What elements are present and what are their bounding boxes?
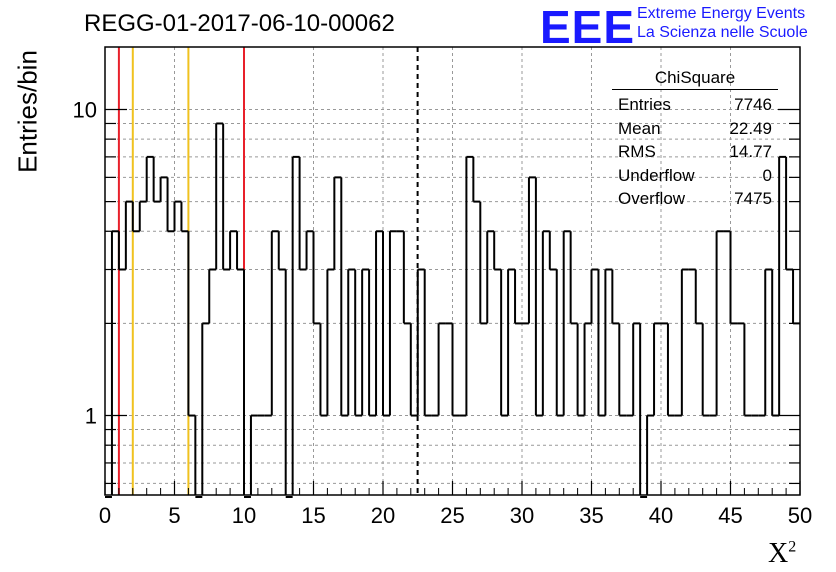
x-axis-label-main: X <box>768 538 789 569</box>
x-tick-label: 35 <box>579 503 603 528</box>
stats-value: 7475 <box>734 189 772 208</box>
stats-label: Overflow <box>618 189 686 208</box>
stats-label: RMS <box>618 142 656 161</box>
x-tick-label: 5 <box>168 503 180 528</box>
x-tick-label: 25 <box>440 503 464 528</box>
x-tick-label: 0 <box>99 503 111 528</box>
x-tick-label: 15 <box>301 503 325 528</box>
stats-row-mean: Mean 22.49 <box>612 117 778 141</box>
stats-row-overflow: Overflow 7475 <box>612 187 778 211</box>
y-axis-label: Entries/bin <box>12 50 43 173</box>
tick-labels: 0 5 10 15 20 25 30 35 40 45 50 1 10 <box>73 97 813 528</box>
stats-value: 22.49 <box>729 118 772 138</box>
logo-line-1: Extreme Energy Events <box>637 5 806 22</box>
x-tick-label: 10 <box>232 503 256 528</box>
stats-label: Entries <box>618 95 671 114</box>
stats-value: 7746 <box>734 95 772 114</box>
x-tick-label: 20 <box>371 503 395 528</box>
stats-box: ChiSquare Entries 7746 Mean 22.49 RMS 14.77… <box>612 67 778 211</box>
eee-logo: EEE <box>540 1 636 53</box>
x-tick-label: 40 <box>649 503 673 528</box>
y-tick-label: 1 <box>85 404 97 429</box>
histogram-bins <box>105 122 800 498</box>
stats-row-rms: RMS 14.77 <box>612 140 778 164</box>
stats-row-underflow: Underflow 0 <box>612 164 778 188</box>
x-tick-label: 30 <box>510 503 534 528</box>
stats-row-entries: Entries 7746 <box>612 93 778 117</box>
run-title: REGG-01-2017-06-10-00062 <box>84 10 395 37</box>
stats-title: ChiSquare <box>612 67 778 90</box>
axis-ticks <box>104 108 801 495</box>
x-axis-label-sup: 2 <box>788 538 797 556</box>
x-tick-label: 50 <box>788 503 812 528</box>
y-tick-label: 10 <box>73 97 97 122</box>
x-tick-label: 45 <box>718 503 742 528</box>
x-axis-label: X2 <box>768 538 796 570</box>
stats-label: Underflow <box>618 165 695 185</box>
stats-label: Mean <box>618 118 661 138</box>
logo-line-2: La Scienza nelle Scuole <box>637 24 808 41</box>
stats-value: 14.77 <box>729 142 772 161</box>
marker-lines <box>117 47 419 495</box>
stats-value: 0 <box>762 165 772 185</box>
